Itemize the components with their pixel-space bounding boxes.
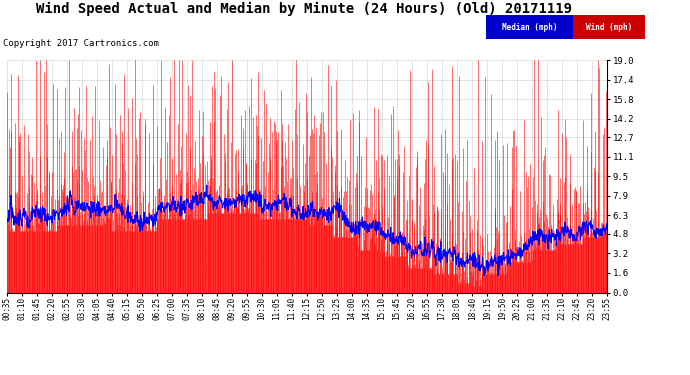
Text: Copyright 2017 Cartronics.com: Copyright 2017 Cartronics.com: [3, 39, 159, 48]
Text: Median (mph): Median (mph): [502, 22, 558, 32]
Text: Wind Speed Actual and Median by Minute (24 Hours) (Old) 20171119: Wind Speed Actual and Median by Minute (…: [36, 2, 571, 16]
Text: Wind (mph): Wind (mph): [586, 22, 632, 32]
